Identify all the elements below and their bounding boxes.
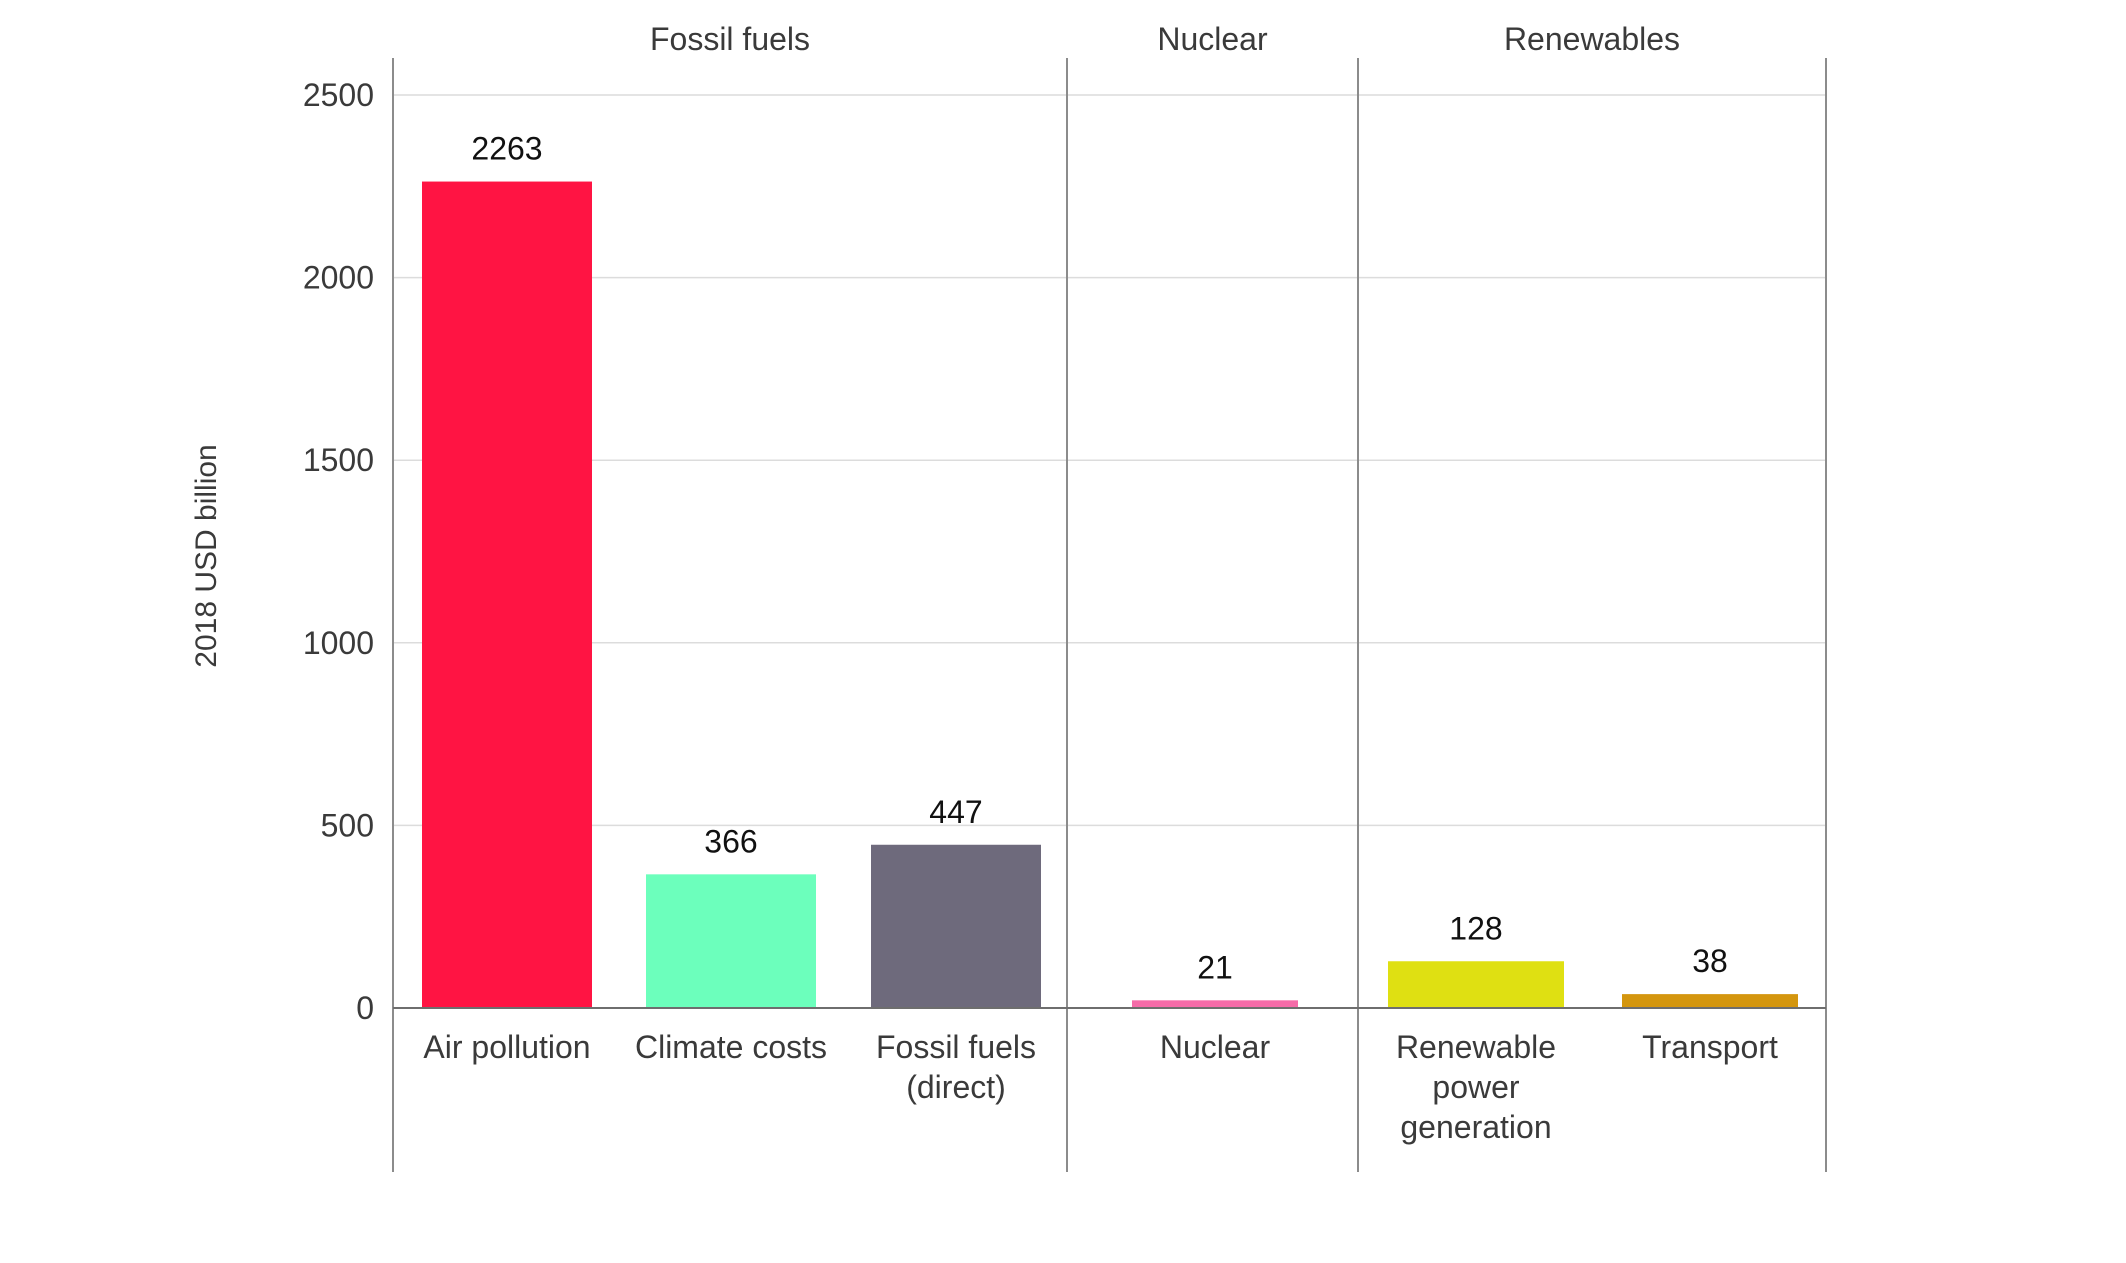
bar [1132, 1000, 1298, 1008]
y-tick-label: 1000 [303, 625, 374, 661]
category-label: power [1432, 1069, 1520, 1105]
labels: 0 500 1000 1500 2000 2500 2018 USD billion Foss… [190, 21, 1778, 1145]
bar-value-label: 366 [704, 823, 757, 859]
y-tick-label: 1500 [303, 442, 374, 478]
group-label: Fossil fuels [650, 21, 810, 57]
y-tick-label: 0 [356, 990, 374, 1026]
y-axis-title: 2018 USD billion [190, 444, 223, 667]
category-label: Transport [1642, 1029, 1778, 1065]
bar [646, 874, 816, 1008]
bars [422, 181, 1798, 1009]
bar [1388, 961, 1564, 1008]
bar-value-label: 38 [1692, 943, 1728, 979]
category-label: Renewable [1396, 1029, 1556, 1065]
y-tick-label: 2000 [303, 260, 374, 296]
gridlines [393, 94, 1826, 827]
category-label: Air pollution [423, 1029, 590, 1065]
bar-value-label: 447 [929, 794, 982, 830]
y-tick-label: 2500 [303, 77, 374, 113]
y-tick-label: 500 [321, 807, 374, 843]
bar [1622, 994, 1798, 1008]
bar-value-label: 21 [1197, 949, 1233, 985]
category-label: generation [1400, 1109, 1551, 1145]
category-label: Fossil fuels [876, 1029, 1036, 1065]
bar [871, 844, 1041, 1008]
category-label: (direct) [906, 1069, 1006, 1105]
category-label: Climate costs [635, 1029, 827, 1065]
bar [422, 181, 592, 1009]
bar-value-label: 128 [1449, 910, 1502, 946]
category-label: Nuclear [1160, 1029, 1271, 1065]
bar-value-label: 2263 [471, 131, 542, 167]
group-label: Renewables [1504, 21, 1680, 57]
group-label: Nuclear [1157, 21, 1268, 57]
axis-frame [392, 58, 1827, 1172]
